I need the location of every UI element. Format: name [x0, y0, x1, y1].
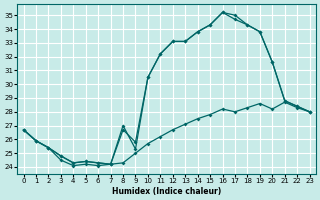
- X-axis label: Humidex (Indice chaleur): Humidex (Indice chaleur): [112, 187, 221, 196]
